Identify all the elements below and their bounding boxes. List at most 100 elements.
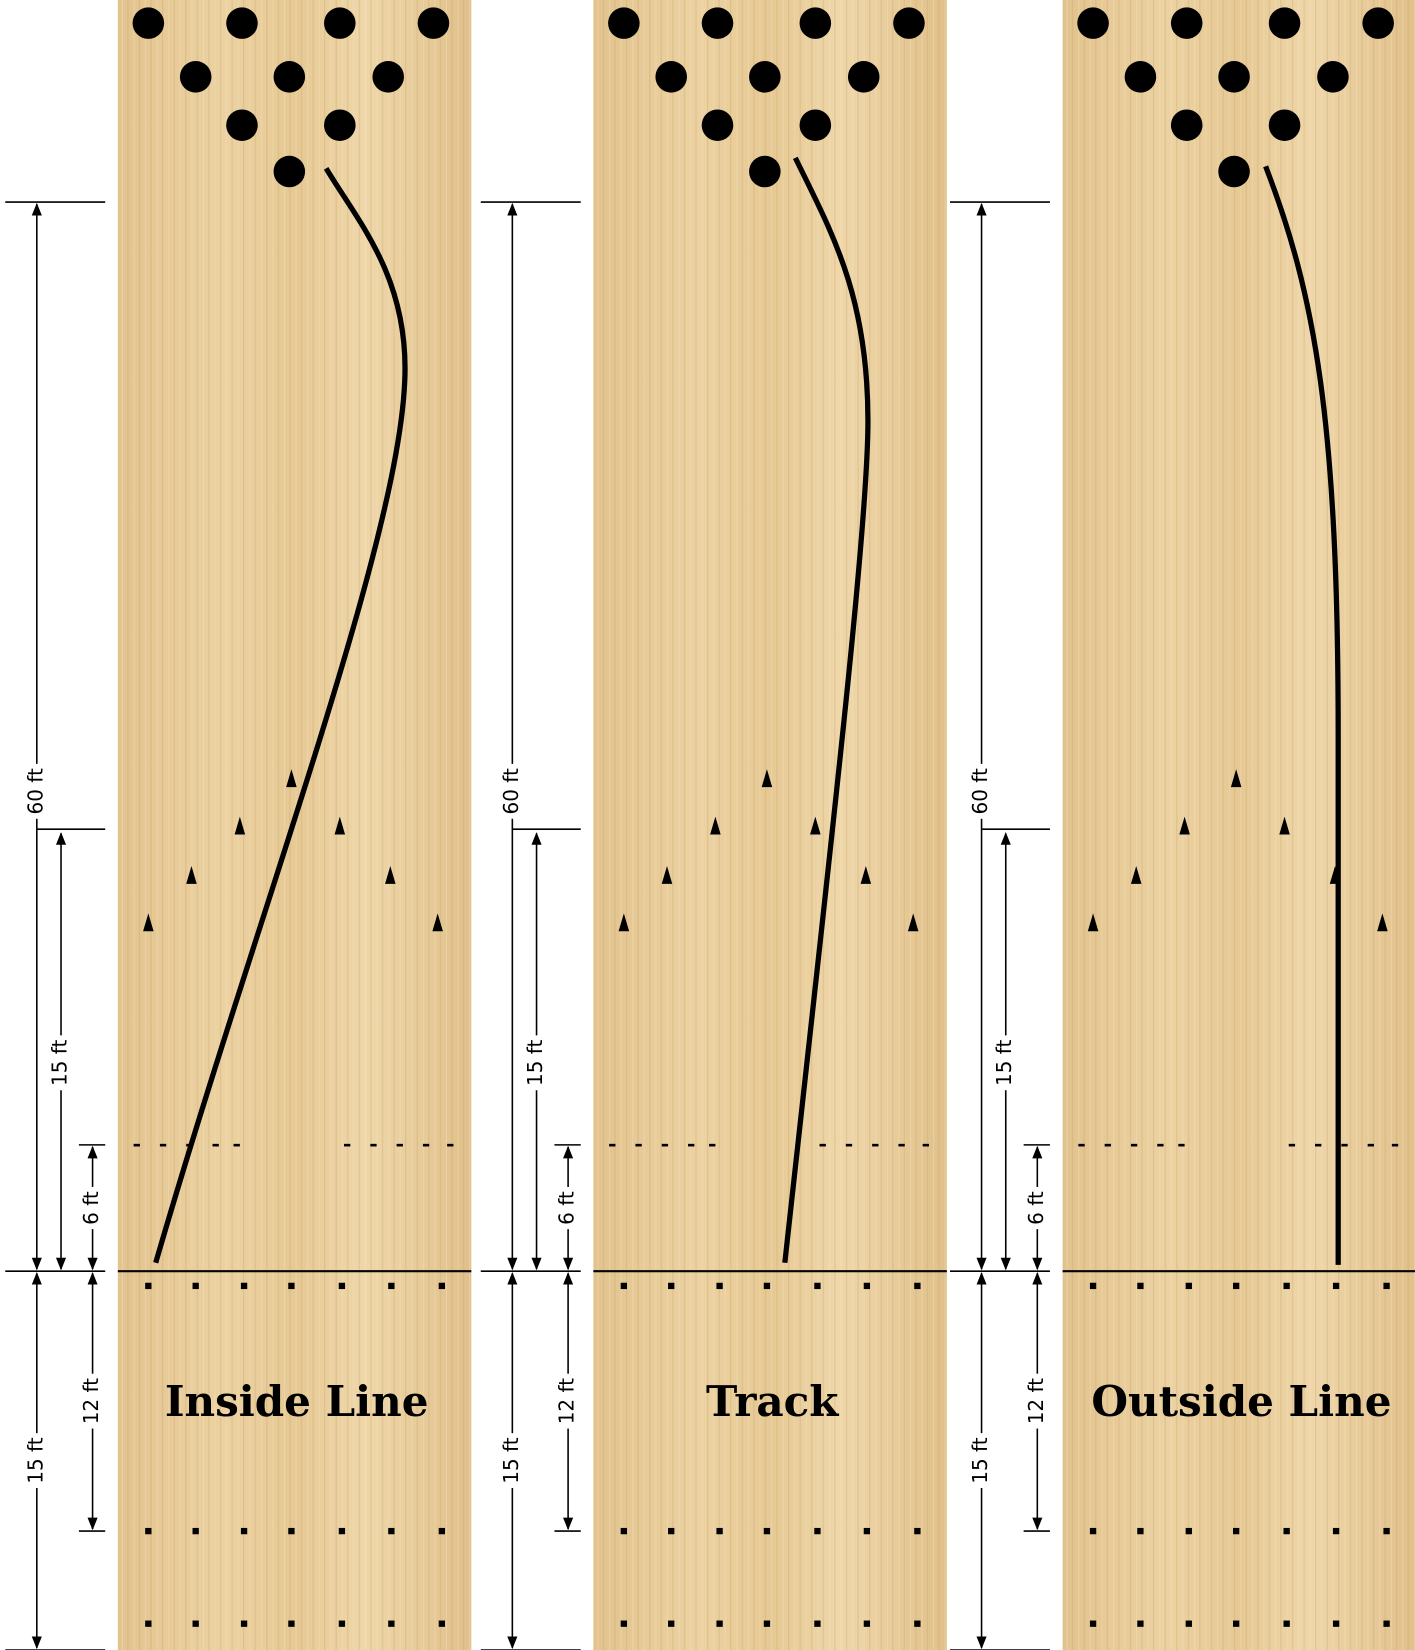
approach-dot — [1232, 1620, 1240, 1627]
pin — [847, 61, 880, 93]
target-arrow — [334, 816, 346, 835]
approach-dot — [914, 1527, 921, 1535]
approach-dot — [192, 1282, 199, 1290]
approach-dot — [338, 1620, 346, 1627]
dimension-label: 12 ft — [555, 1378, 579, 1424]
approach-dot — [240, 1282, 248, 1290]
dimension-label: 60 ft — [23, 768, 47, 814]
approach-dot — [814, 1282, 821, 1290]
approach-dot — [1332, 1620, 1340, 1627]
dimension-label: 15 ft — [23, 1437, 47, 1483]
approach-dot — [388, 1527, 395, 1535]
label-gap — [968, 763, 995, 819]
guide-dash — [1104, 1143, 1111, 1147]
target-arrow — [860, 866, 872, 884]
approach-dot — [716, 1282, 723, 1290]
guide-dash — [845, 1143, 853, 1147]
approach-dot — [814, 1527, 821, 1535]
label-gap — [968, 1433, 995, 1489]
pin — [226, 7, 258, 39]
approach-dot — [145, 1620, 152, 1627]
guide-dash — [922, 1143, 929, 1147]
approach-dot — [914, 1282, 921, 1290]
target-arrow — [1087, 913, 1099, 932]
target-arrow — [1230, 769, 1242, 788]
pin — [701, 7, 734, 39]
label-gap — [1024, 1373, 1050, 1429]
approach-dot — [1185, 1527, 1192, 1535]
approach-dot — [338, 1527, 346, 1535]
pin — [608, 7, 640, 39]
guide-dash — [661, 1143, 669, 1147]
approach-dot — [763, 1620, 771, 1627]
pin — [132, 7, 165, 39]
pin — [799, 109, 832, 142]
label-gap — [523, 1035, 550, 1091]
pin — [701, 109, 734, 142]
target-arrow — [710, 816, 721, 835]
guide-dash — [819, 1143, 826, 1147]
pin — [1170, 109, 1203, 142]
label-gap — [1024, 1186, 1050, 1230]
pin — [1218, 155, 1250, 188]
pin — [1317, 61, 1349, 93]
target-arrow — [1179, 816, 1190, 835]
guide-dash — [1288, 1143, 1296, 1147]
approach-dot — [668, 1282, 675, 1290]
guide-dash — [1130, 1143, 1138, 1147]
guide-dash — [1367, 1143, 1374, 1147]
ball-path — [782, 156, 871, 1264]
approach-dot — [438, 1620, 446, 1627]
target-arrow — [618, 913, 630, 932]
approach-dot — [1185, 1620, 1192, 1627]
target-arrow — [143, 913, 154, 932]
approach-dot — [388, 1282, 395, 1290]
approach-dot — [192, 1527, 199, 1535]
approach-dot — [388, 1620, 395, 1627]
pin — [226, 109, 258, 142]
dimension-label: 12 ft — [1024, 1378, 1048, 1424]
dimension-label: 15 ft — [968, 1437, 992, 1483]
pin — [749, 155, 781, 188]
approach-dot — [1283, 1282, 1290, 1290]
pin — [372, 61, 404, 93]
dimension-label: 15 ft — [992, 1040, 1016, 1086]
approach-dot — [1137, 1527, 1144, 1535]
guide-dash — [709, 1143, 716, 1147]
approach-dot — [1383, 1527, 1390, 1535]
approach-dot — [863, 1620, 871, 1627]
label-gap — [79, 1373, 106, 1429]
label-gap — [24, 763, 50, 819]
approach-dot — [716, 1527, 723, 1535]
pin — [273, 155, 306, 188]
approach-dot — [1089, 1282, 1097, 1290]
approach-dot — [1383, 1282, 1390, 1290]
approach-dot — [1332, 1282, 1340, 1290]
label-gap — [555, 1373, 581, 1429]
pin — [1268, 7, 1301, 39]
pin — [1124, 61, 1157, 93]
target-arrow — [761, 769, 773, 788]
approach-dot — [1089, 1620, 1097, 1627]
target-arrow — [907, 913, 919, 932]
ball-path — [153, 167, 408, 1264]
guide-dash — [609, 1143, 616, 1147]
label-gap — [24, 1433, 50, 1489]
approach-dot — [1283, 1527, 1290, 1535]
guide-dash — [159, 1143, 167, 1147]
guide-dash — [688, 1143, 695, 1147]
pin — [324, 7, 356, 39]
target-arrow — [661, 866, 673, 884]
approach-dot — [914, 1620, 921, 1627]
dimension-label: 15 ft — [48, 1040, 72, 1086]
guide-dash — [1178, 1143, 1185, 1147]
guide-dash — [872, 1143, 879, 1147]
guide-dash — [1078, 1143, 1085, 1147]
approach-dot — [240, 1527, 248, 1535]
guide-dash — [635, 1143, 642, 1147]
target-arrow — [810, 816, 821, 835]
dimension-label: 15 ft — [499, 1437, 523, 1483]
lane-panel: 60 ft 15 ft 6 ft 15 ft 12 ft Inside Line — [5, 0, 472, 1650]
